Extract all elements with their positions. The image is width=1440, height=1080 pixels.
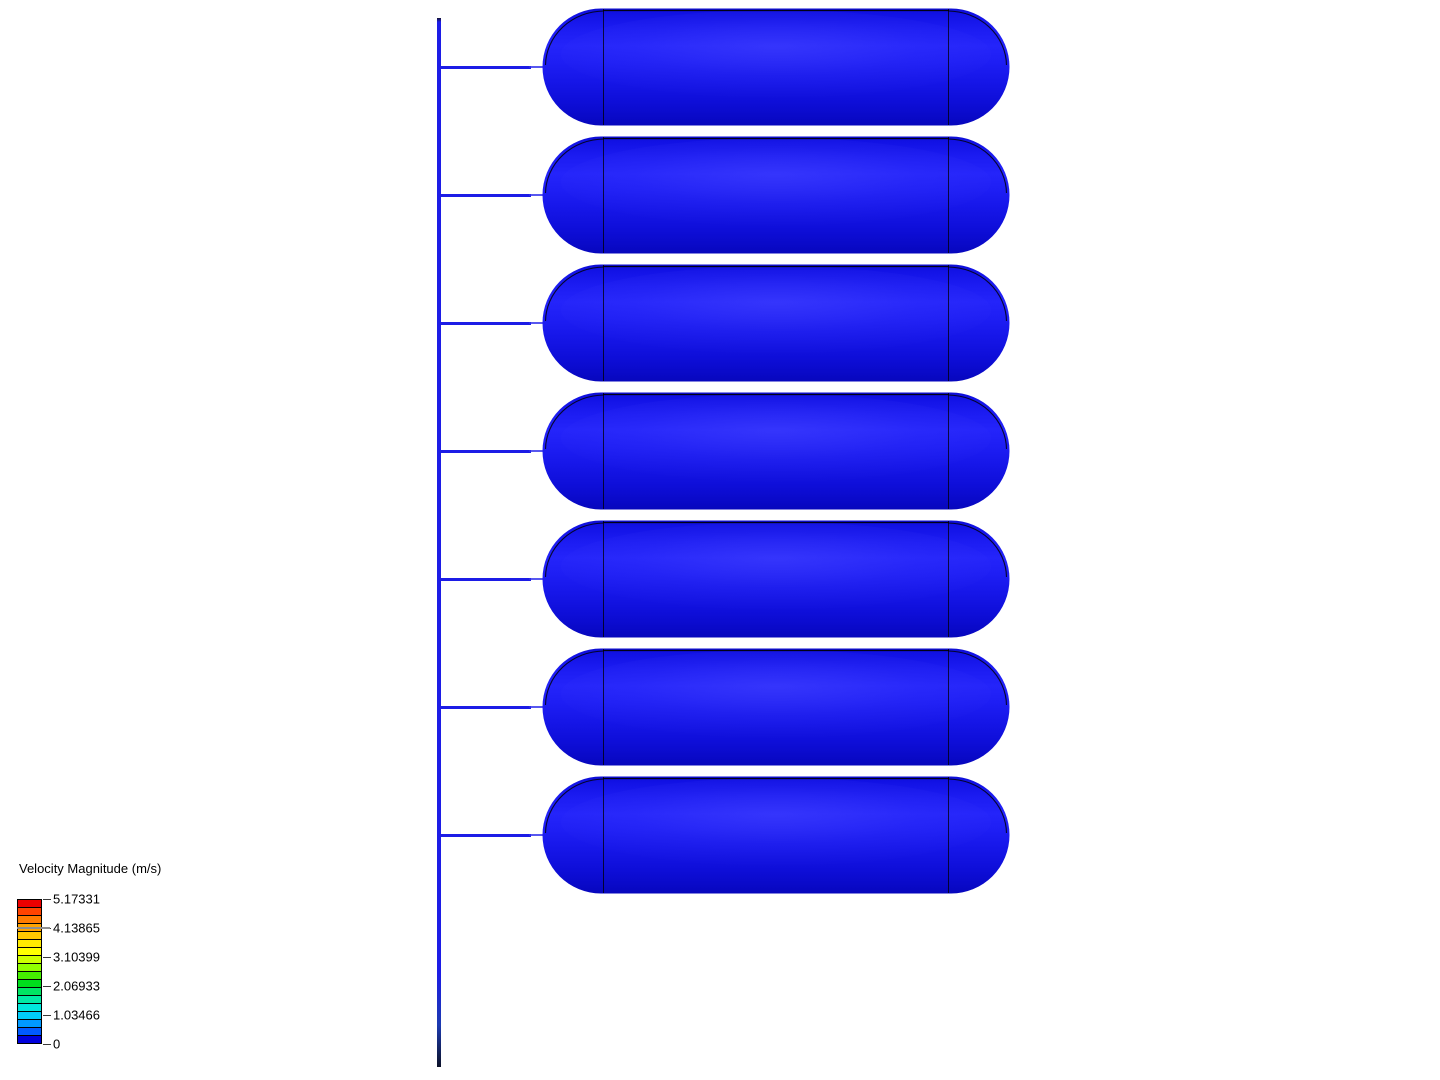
colorbar-band bbox=[18, 956, 41, 964]
branch-pipe-neck bbox=[529, 322, 545, 324]
branch-pipe-junction bbox=[437, 190, 440, 200]
branch-pipe bbox=[438, 65, 531, 69]
colorbar-band bbox=[18, 1020, 41, 1028]
cap-edge-left bbox=[544, 10, 604, 66]
cap-edge-right bbox=[948, 522, 1008, 578]
colorbar-band bbox=[18, 1012, 41, 1020]
legend-tick-label: 0 bbox=[53, 1036, 61, 1052]
colorbar bbox=[17, 899, 42, 1044]
legend-highlight-marker bbox=[17, 927, 50, 929]
branch-pipe-junction bbox=[437, 702, 440, 712]
branch-pipe bbox=[438, 577, 531, 581]
legend-tick-mark bbox=[43, 985, 51, 987]
cap-edge-left bbox=[544, 138, 604, 194]
branch-pipe bbox=[438, 449, 531, 453]
branch-pipe bbox=[438, 321, 531, 325]
colorbar-band bbox=[18, 972, 41, 980]
legend-tick-label: 4.13865 bbox=[53, 920, 100, 936]
colorbar-band bbox=[18, 900, 41, 908]
branch-pipe bbox=[438, 833, 531, 837]
branch-pipe bbox=[438, 193, 531, 197]
cap-edge-right bbox=[948, 10, 1008, 66]
colorbar-band bbox=[18, 1004, 41, 1012]
tank-capsule[interactable] bbox=[542, 648, 1010, 766]
branch-pipe-junction bbox=[437, 446, 440, 456]
manifold-pipe bbox=[437, 18, 441, 1067]
colorbar-band bbox=[18, 1036, 41, 1043]
tank-capsule[interactable] bbox=[542, 776, 1010, 894]
branch-pipe-junction bbox=[437, 318, 440, 328]
colorbar-band bbox=[18, 948, 41, 956]
colorbar-band bbox=[18, 964, 41, 972]
cap-edge-right bbox=[948, 138, 1008, 194]
cap-edge-right bbox=[948, 650, 1008, 706]
colorbar-band bbox=[18, 1028, 41, 1036]
legend-tick-mark bbox=[43, 1043, 51, 1045]
cap-edge-right bbox=[948, 266, 1008, 322]
colorbar-band bbox=[18, 988, 41, 996]
branch-pipe-junction bbox=[437, 574, 440, 584]
legend-tick-label: 3.10399 bbox=[53, 949, 100, 965]
legend-tick-mark bbox=[43, 956, 51, 958]
colorbar-band bbox=[18, 940, 41, 948]
tank-capsule[interactable] bbox=[542, 136, 1010, 254]
legend-tick-label: 1.03466 bbox=[53, 1007, 100, 1023]
branch-pipe-junction bbox=[437, 62, 440, 72]
cap-edge-right bbox=[948, 394, 1008, 450]
colorbar-band bbox=[18, 916, 41, 924]
colorbar-band bbox=[18, 996, 41, 1004]
cap-edge-left bbox=[544, 778, 604, 834]
legend-title: Velocity Magnitude (m/s) bbox=[19, 861, 162, 876]
cap-edge-right bbox=[948, 778, 1008, 834]
branch-pipe-neck bbox=[529, 706, 545, 708]
tank-capsule[interactable] bbox=[542, 392, 1010, 510]
cap-edge-left bbox=[544, 266, 604, 322]
tank-capsule[interactable] bbox=[542, 520, 1010, 638]
branch-pipe-neck bbox=[529, 194, 545, 196]
colorbar-band bbox=[18, 980, 41, 988]
legend-tick-mark bbox=[43, 898, 51, 900]
branch-pipe-neck bbox=[529, 66, 545, 68]
branch-pipe bbox=[438, 705, 531, 709]
legend-tick-mark bbox=[43, 1014, 51, 1016]
tank-capsule[interactable] bbox=[542, 8, 1010, 126]
colorbar-band bbox=[18, 908, 41, 916]
branch-pipe-neck bbox=[529, 578, 545, 580]
legend-tick-label: 5.17331 bbox=[53, 891, 100, 907]
branch-pipe-neck bbox=[529, 450, 545, 452]
branch-pipe-neck bbox=[529, 834, 545, 836]
cap-edge-left bbox=[544, 522, 604, 578]
legend-tick-label: 2.06933 bbox=[53, 978, 100, 994]
cap-edge-left bbox=[544, 394, 604, 450]
cap-edge-left bbox=[544, 650, 604, 706]
colorbar-band bbox=[18, 932, 41, 940]
color-legend: Velocity Magnitude (m/s) 5.17331 4.13865 3… bbox=[17, 860, 167, 1060]
branch-pipe-junction bbox=[437, 830, 440, 840]
tank-capsule[interactable] bbox=[542, 264, 1010, 382]
